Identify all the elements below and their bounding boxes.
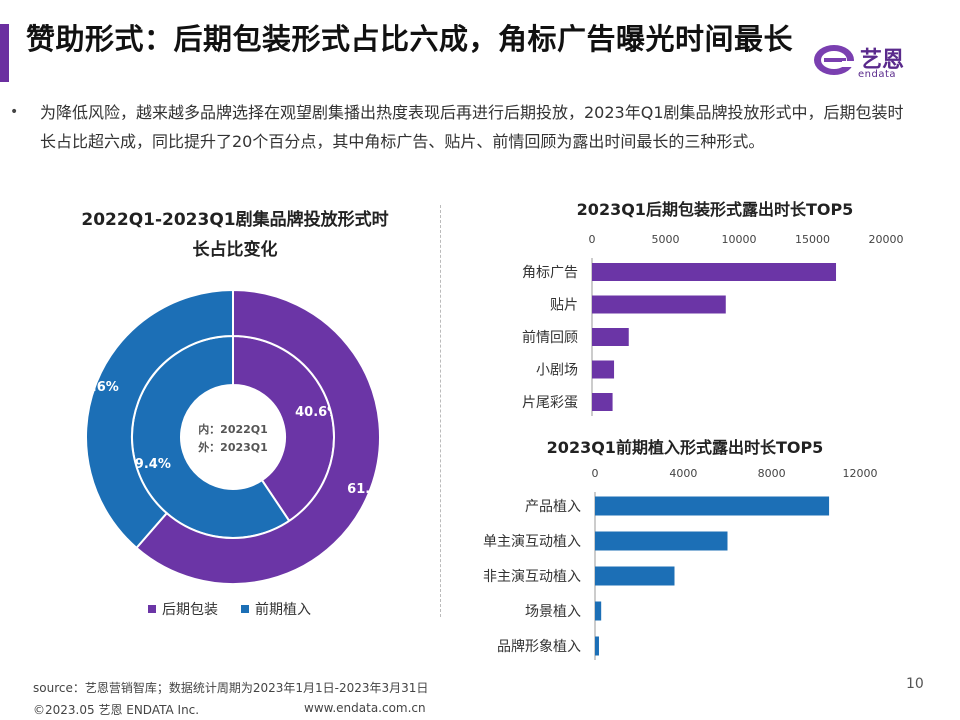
donut-chart: 40.6%59.4%61.4%38.6%内：2022Q1外：2023Q1后期包装… bbox=[74, 288, 392, 618]
bar2-bar bbox=[595, 496, 830, 516]
chart-divider bbox=[440, 205, 441, 617]
bar2-category-label: 单主演互动植入 bbox=[483, 534, 581, 550]
bar2-tick-label: 12000 bbox=[843, 467, 878, 480]
donut-chart-title: 2022Q1-2023Q1剧集品牌投放形式时 长占比变化 bbox=[40, 205, 430, 265]
bar1-bar bbox=[592, 393, 613, 411]
logo-sub: endata bbox=[858, 69, 897, 80]
bar2-tick-label: 8000 bbox=[758, 467, 786, 480]
bar2-bar bbox=[595, 531, 728, 551]
donut-label-outer-0: 61.4% bbox=[347, 482, 392, 497]
donut-title-line1: 2022Q1-2023Q1剧集品牌投放形式时 bbox=[81, 210, 389, 230]
summary-paragraph: 为降低风险，越来越多品牌选择在观望剧集播出热度表现后再进行后期投放，2023年Q… bbox=[40, 103, 904, 151]
page-number: 10 bbox=[906, 676, 924, 692]
donut-label-outer-1: 38.6% bbox=[74, 380, 119, 395]
donut-center-inner-label: 内：2022Q1 bbox=[198, 422, 268, 436]
copyright: ©2023.05 艺恩 ENDATA Inc. bbox=[33, 703, 200, 717]
donut-center bbox=[181, 385, 285, 489]
bar1-tick-label: 5000 bbox=[652, 233, 680, 246]
logo-name: 艺恩 bbox=[860, 48, 905, 73]
bar2-tick-label: 4000 bbox=[669, 467, 697, 480]
donut-legend-label-0: 后期包装 bbox=[162, 602, 218, 618]
endata-logo: 艺恩 endata bbox=[812, 40, 932, 84]
bar1-category-label: 角标广告 bbox=[522, 265, 578, 281]
bar1-tick-label: 15000 bbox=[795, 233, 830, 246]
bar2-category-label: 品牌形象植入 bbox=[497, 638, 581, 655]
bar1-bar bbox=[592, 295, 726, 314]
bullet-marker: • bbox=[10, 104, 19, 120]
bar1-tick-label: 10000 bbox=[722, 233, 757, 246]
bar-chart-1-title: 2023Q1后期包装形式露出时长TOP5 bbox=[576, 200, 854, 219]
bar1-category-label: 前情回顾 bbox=[522, 329, 578, 346]
bar1-category-label: 贴片 bbox=[550, 298, 578, 314]
bar1-category-label: 片尾彩蛋 bbox=[522, 395, 578, 411]
bar1-category-label: 小剧场 bbox=[536, 363, 578, 379]
donut-legend-swatch-1 bbox=[241, 605, 249, 613]
bar1-tick-label: 0 bbox=[589, 233, 596, 246]
bar2-bar bbox=[595, 636, 599, 656]
bar2-tick-label: 0 bbox=[592, 467, 599, 480]
donut-slice-outer-0 bbox=[135, 288, 381, 585]
bar2-category-label: 非主演互动植入 bbox=[483, 569, 581, 585]
bar2-bar bbox=[595, 566, 675, 586]
bar-chart-2: 0 4000 8000 12000 产品植入单主演互动植入非主演互动植入场景植入品牌形象… bbox=[483, 467, 878, 660]
endata-logo-icon bbox=[814, 45, 854, 75]
donut-label-inner-0: 40.6% bbox=[295, 405, 340, 420]
bar1-bar bbox=[592, 360, 615, 379]
bar1-bar bbox=[592, 328, 629, 346]
bar1-bar bbox=[592, 263, 837, 281]
bar2-category-label: 场景植入 bbox=[525, 604, 581, 620]
donut-slice-outer-1 bbox=[85, 288, 234, 550]
website-url: www.endata.com.cn bbox=[304, 701, 426, 715]
source-note: source：艺恩营销智库；数据统计周期为2023年1月1日-2023年3月31… bbox=[33, 681, 429, 695]
bar1-tick-label: 20000 bbox=[869, 233, 904, 246]
bar2-bar bbox=[595, 601, 602, 621]
donut-title-line2: 长占比变化 bbox=[192, 240, 278, 260]
donut-center-outer-label: 外：2023Q1 bbox=[197, 440, 268, 454]
page-title: 赞助形式：后期包装形式占比六成，角标广告曝光时间最长 bbox=[26, 22, 794, 56]
donut-legend-swatch-0 bbox=[148, 605, 156, 613]
donut-legend-label-1: 前期植入 bbox=[255, 601, 311, 618]
title-accent-bar bbox=[0, 24, 9, 82]
bar2-category-label: 产品植入 bbox=[525, 499, 581, 515]
bar-chart-2-title: 2023Q1前期植入形式露出时长TOP5 bbox=[546, 438, 824, 457]
